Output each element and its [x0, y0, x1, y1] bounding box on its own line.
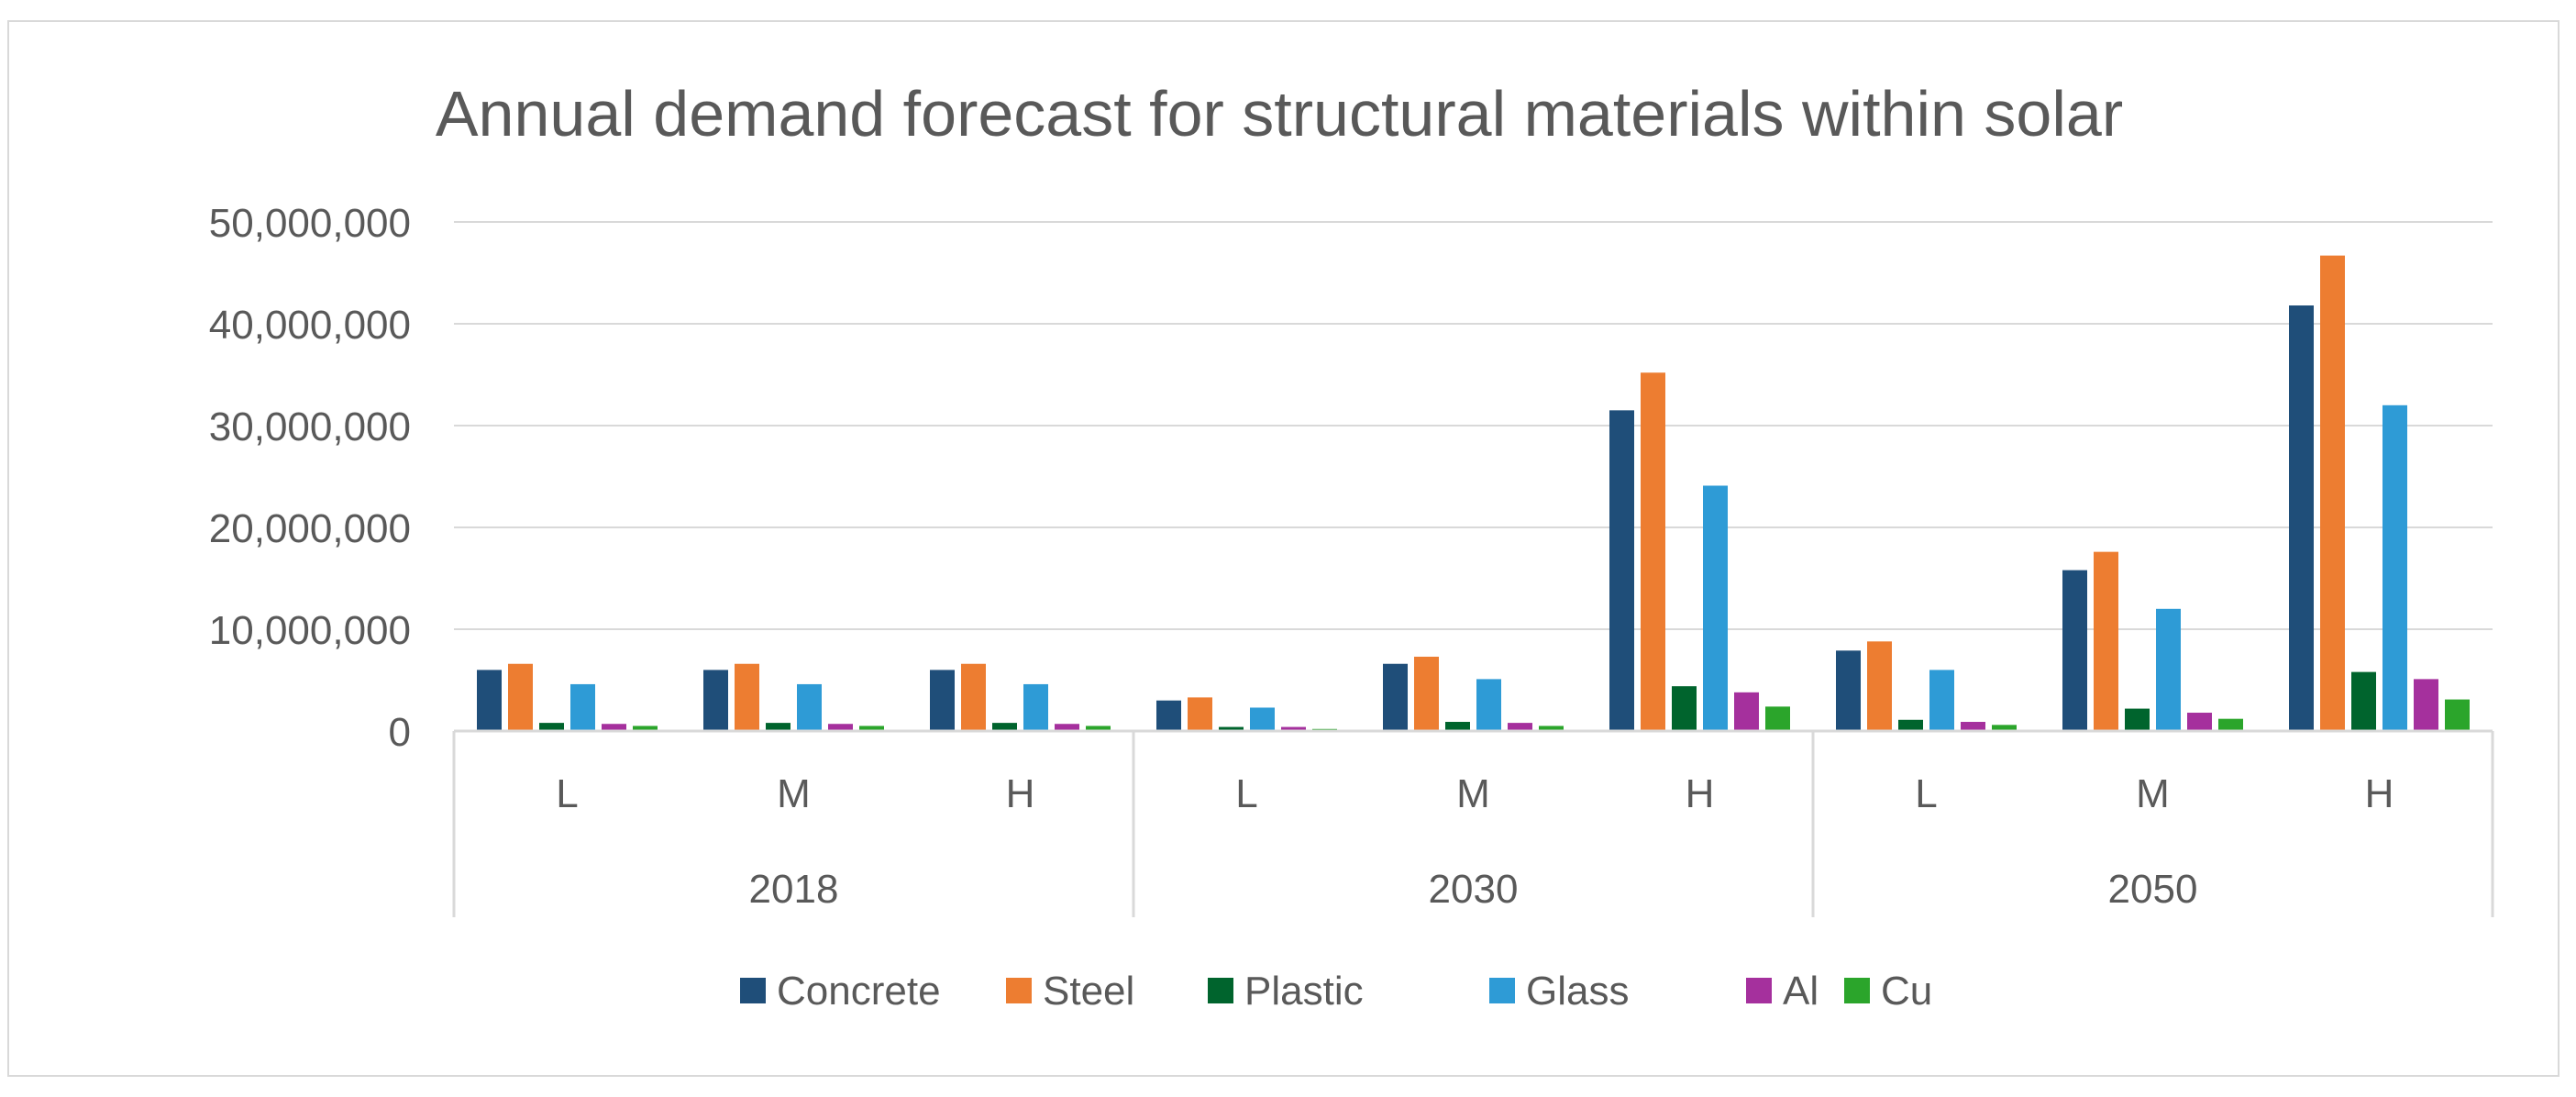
- bar-steel: [2320, 255, 2345, 731]
- bar-cu: [1086, 726, 1111, 731]
- bar-cu: [859, 726, 884, 731]
- bar-plastic: [992, 723, 1017, 731]
- bar-concrete: [1156, 700, 1181, 731]
- bar-plastic: [1445, 722, 1470, 731]
- y-tick-label: 0: [389, 710, 411, 755]
- bar-glass: [2383, 404, 2407, 731]
- bar-steel: [961, 663, 986, 731]
- bar-steel: [1641, 372, 1665, 731]
- bar-cu: [633, 726, 658, 731]
- legend-label-cu: Cu: [1881, 969, 1932, 1014]
- chart-frame: [7, 20, 2559, 1077]
- bar-glass: [2156, 608, 2181, 731]
- bar-plastic: [766, 723, 790, 731]
- bar-concrete: [477, 670, 502, 731]
- legend-label-glass: Glass: [1526, 969, 1629, 1014]
- legend-swatch-glass: [1489, 978, 1515, 1003]
- bar-cu: [1992, 725, 2017, 731]
- bar-plastic: [2351, 671, 2376, 731]
- bar-glass: [1929, 670, 1954, 731]
- bar-plastic: [1898, 719, 1923, 731]
- bar-concrete: [930, 670, 955, 731]
- x-category-label: M: [777, 771, 811, 816]
- legend-swatch-plastic: [1208, 978, 1233, 1003]
- bar-concrete: [2289, 305, 2314, 731]
- bar-al: [1961, 722, 1985, 731]
- bar-al: [2187, 713, 2212, 731]
- bar-glass: [570, 683, 595, 731]
- chart-title: Annual demand forecast for structural ma…: [436, 78, 2123, 150]
- x-category-label: H: [1686, 771, 1715, 816]
- bar-glass: [1250, 707, 1275, 731]
- y-tick-label: 20,000,000: [209, 506, 411, 551]
- bar-concrete: [1836, 650, 1861, 731]
- legend-label-steel: Steel: [1043, 969, 1134, 1014]
- bar-steel: [735, 663, 759, 731]
- bar-plastic: [2125, 708, 2150, 731]
- bar-concrete: [1609, 410, 1634, 731]
- bar-al: [1281, 726, 1306, 731]
- bar-steel: [1414, 656, 1439, 731]
- bar-al: [1734, 692, 1759, 731]
- legend-swatch-al: [1746, 978, 1772, 1003]
- bar-concrete: [703, 670, 728, 731]
- x-category-label: H: [2365, 771, 2394, 816]
- bar-steel: [1867, 641, 1892, 731]
- legend-label-concrete: Concrete: [777, 969, 941, 1014]
- bar-cu: [1765, 706, 1790, 731]
- legend-swatch-steel: [1006, 978, 1032, 1003]
- legend-label-al: Al: [1783, 969, 1819, 1014]
- legend-swatch-cu: [1844, 978, 1870, 1003]
- x-group-label: 2018: [749, 867, 839, 912]
- bar-al: [2414, 679, 2438, 731]
- bar-plastic: [1672, 686, 1697, 731]
- bar-glass: [797, 683, 822, 731]
- bar-glass: [1703, 485, 1728, 731]
- bar-plastic: [539, 723, 564, 731]
- bar-cu: [2218, 718, 2243, 731]
- x-category-label: L: [1235, 771, 1257, 816]
- bar-plastic: [1219, 726, 1244, 731]
- x-category-label: L: [1915, 771, 1937, 816]
- bar-steel: [508, 663, 533, 731]
- bar-concrete: [1383, 663, 1408, 731]
- bar-al: [828, 724, 853, 731]
- y-tick-label: 50,000,000: [209, 201, 411, 246]
- y-tick-label: 10,000,000: [209, 608, 411, 653]
- y-tick-label: 40,000,000: [209, 303, 411, 348]
- x-category-label: L: [556, 771, 578, 816]
- bar-cu: [1539, 726, 1564, 731]
- legend-swatch-concrete: [740, 978, 766, 1003]
- bar-cu: [2445, 699, 2470, 731]
- x-category-label: H: [1006, 771, 1035, 816]
- bar-concrete: [2062, 570, 2087, 731]
- bar-al: [1508, 723, 1532, 731]
- bar-steel: [2094, 551, 2118, 731]
- legend-label-plastic: Plastic: [1244, 969, 1364, 1014]
- bar-al: [1055, 724, 1079, 731]
- x-group-label: 2030: [1429, 867, 1519, 912]
- bar-glass: [1476, 679, 1501, 731]
- bar-al: [602, 724, 626, 731]
- x-group-label: 2050: [2108, 867, 2198, 912]
- x-category-label: M: [1456, 771, 1490, 816]
- y-tick-label: 30,000,000: [209, 404, 411, 449]
- bar-glass: [1023, 683, 1048, 731]
- x-category-label: M: [2136, 771, 2170, 816]
- bar-steel: [1188, 697, 1212, 731]
